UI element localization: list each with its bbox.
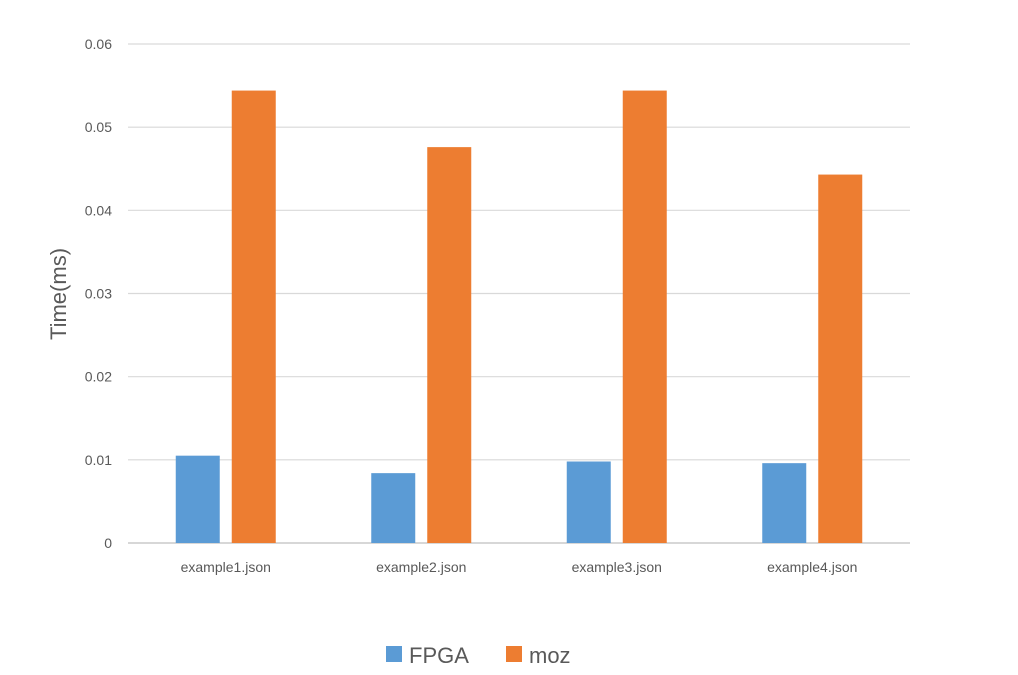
- bar-fpga-3: [566, 461, 611, 543]
- legend-swatch: [506, 646, 522, 662]
- x-tick-label: example2.json: [376, 559, 466, 575]
- bars: [175, 90, 863, 544]
- legend-label: FPGA: [409, 643, 469, 668]
- bar-fpga-1: [175, 455, 220, 543]
- bar-fpga-2: [371, 473, 416, 543]
- legend-item-moz: moz: [506, 643, 571, 668]
- y-tick-label: 0.06: [85, 36, 112, 52]
- legend: FPGA moz: [386, 643, 571, 668]
- y-tick-label: 0.05: [85, 119, 112, 135]
- legend-swatch: [386, 646, 402, 662]
- y-axis-title: Time(ms): [46, 248, 71, 340]
- bar-moz-4: [818, 174, 863, 544]
- y-tick-label: 0: [104, 535, 112, 551]
- y-tick-label: 0.04: [85, 202, 112, 218]
- y-axis-ticks: 0 0.01 0.02 0.03 0.04 0.05 0.06: [85, 36, 112, 551]
- y-tick-label: 0.01: [85, 452, 112, 468]
- bar-fpga-4: [762, 463, 807, 543]
- x-tick-label: example3.json: [572, 559, 662, 575]
- y-tick-label: 0.03: [85, 286, 112, 302]
- x-tick-label: example4.json: [767, 559, 857, 575]
- bar-moz-1: [231, 90, 276, 543]
- legend-label: moz: [529, 643, 571, 668]
- bar-moz-2: [427, 147, 472, 544]
- x-axis-ticks: example1.json example2.json example3.json e…: [181, 559, 858, 575]
- x-tick-label: example1.json: [181, 559, 271, 575]
- legend-item-fpga: FPGA: [386, 643, 469, 668]
- y-tick-label: 0.02: [85, 369, 112, 385]
- bar-moz-3: [622, 90, 667, 543]
